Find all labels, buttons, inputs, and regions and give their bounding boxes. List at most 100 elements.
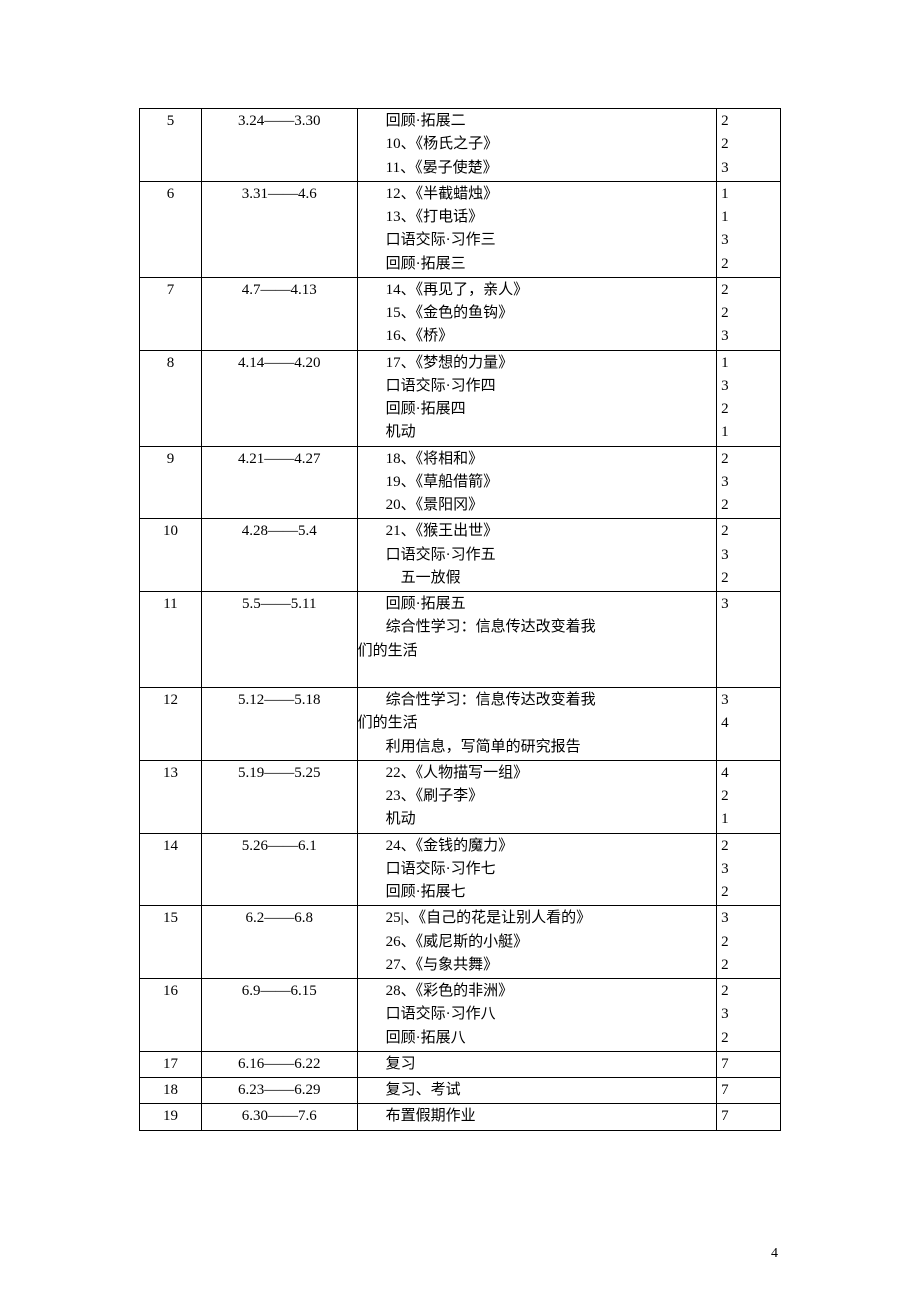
hour-line: 2	[721, 253, 780, 276]
table-row: 63.31——4.612、《半截蜡烛》13、《打电话》口语交际·习作三回顾·拓展…	[140, 181, 781, 277]
table-row: 115.5——5.11回顾·拓展五综合性学习：信息传达改变着我们的生活 3	[140, 592, 781, 688]
table-row: 125.12——5.18综合性学习：信息传达改变着我们的生活利用信息，写简单的研…	[140, 688, 781, 761]
hour-line: 3	[721, 157, 780, 180]
content-cell: 14、《再见了，亲人》15、《金色的鱼钩》16、《桥》	[357, 277, 716, 350]
content-line: 五一放假	[358, 567, 716, 590]
hours-cell: 232	[717, 519, 781, 592]
hour-line: 3	[721, 907, 780, 930]
hour-line: 2	[721, 567, 780, 590]
hours-cell: 232	[717, 446, 781, 519]
week-cell: 15	[140, 906, 202, 979]
content-line: 回顾·拓展八	[358, 1027, 716, 1050]
content-cell: 回顾·拓展五综合性学习：信息传达改变着我们的生活	[357, 592, 716, 688]
content-line: 17、《梦想的力量》	[358, 352, 716, 375]
content-cell: 28、《彩色的非洲》口语交际·习作八回顾·拓展八	[357, 979, 716, 1052]
week-cell: 17	[140, 1051, 202, 1077]
week-cell: 19	[140, 1104, 202, 1130]
date-cell: 6.2——6.8	[201, 906, 357, 979]
hours-cell: 421	[717, 760, 781, 833]
content-line: 口语交际·习作四	[358, 375, 716, 398]
week-cell: 9	[140, 446, 202, 519]
hour-line: 3	[721, 689, 780, 712]
hour-line: 4	[721, 762, 780, 785]
hour-line: 1	[721, 206, 780, 229]
date-cell: 6.9——6.15	[201, 979, 357, 1052]
table-row: 84.14——4.2017、《梦想的力量》口语交际·习作四回顾·拓展四机动132…	[140, 350, 781, 446]
table-row: 53.24——3.30回顾·拓展二10、《杨氏之子》11、《晏子使楚》223	[140, 109, 781, 182]
hour-line: 2	[721, 931, 780, 954]
hour-line: 2	[721, 980, 780, 1003]
week-cell: 13	[140, 760, 202, 833]
content-line: 21、《猴王出世》	[358, 520, 716, 543]
table-row: 135.19——5.2522、《人物描写一组》23、《刷子李》机动421	[140, 760, 781, 833]
table-body: 53.24——3.30回顾·拓展二10、《杨氏之子》11、《晏子使楚》22363…	[140, 109, 781, 1131]
table-row: 94.21——4.2718、《将相和》19、《草船借箭》20、《景阳冈》232	[140, 446, 781, 519]
date-cell: 4.28——5.4	[201, 519, 357, 592]
week-cell: 16	[140, 979, 202, 1052]
content-line: 10、《杨氏之子》	[358, 133, 716, 156]
content-line: 们的生活	[358, 640, 716, 663]
date-cell: 5.12——5.18	[201, 688, 357, 761]
week-cell: 5	[140, 109, 202, 182]
hour-line: 2	[721, 448, 780, 471]
content-line: 口语交际·习作三	[358, 229, 716, 252]
week-cell: 8	[140, 350, 202, 446]
hours-cell: 1321	[717, 350, 781, 446]
hour-line: 3	[721, 593, 780, 616]
content-cell: 25|、《自己的花是让别人看的》26、《威尼斯的小艇》27、《与象共舞》	[357, 906, 716, 979]
table-row: 166.9——6.1528、《彩色的非洲》口语交际·习作八回顾·拓展八232	[140, 979, 781, 1052]
content-line: 综合性学习：信息传达改变着我	[358, 689, 716, 712]
content-line: 25|、《自己的花是让别人看的》	[358, 907, 716, 930]
content-line: 12、《半截蜡烛》	[358, 183, 716, 206]
content-line: 口语交际·习作七	[358, 858, 716, 881]
content-line: 24、《金钱的魔力》	[358, 835, 716, 858]
content-line: 14、《再见了，亲人》	[358, 279, 716, 302]
date-cell: 6.23——6.29	[201, 1078, 357, 1104]
content-line: 机动	[358, 421, 716, 444]
hour-line: 2	[721, 835, 780, 858]
content-line: 回顾·拓展四	[358, 398, 716, 421]
content-line	[358, 663, 716, 686]
hour-line: 2	[721, 785, 780, 808]
hour-line: 3	[721, 375, 780, 398]
content-line: 22、《人物描写一组》	[358, 762, 716, 785]
date-cell: 5.19——5.25	[201, 760, 357, 833]
table-row: 156.2——6.825|、《自己的花是让别人看的》26、《威尼斯的小艇》27、…	[140, 906, 781, 979]
table-row: 74.7——4.1314、《再见了，亲人》15、《金色的鱼钩》16、《桥》223	[140, 277, 781, 350]
hour-line: 1	[721, 183, 780, 206]
hours-cell: 7	[717, 1078, 781, 1104]
table-row: 176.16——6.22复习7	[140, 1051, 781, 1077]
week-cell: 6	[140, 181, 202, 277]
hour-line: 2	[721, 133, 780, 156]
content-line: 口语交际·习作五	[358, 544, 716, 567]
hour-line: 2	[721, 881, 780, 904]
hour-line: 1	[721, 808, 780, 831]
content-line: 15、《金色的鱼钩》	[358, 302, 716, 325]
content-line: 综合性学习：信息传达改变着我	[358, 616, 716, 639]
content-line: 18、《将相和》	[358, 448, 716, 471]
hour-line: 1	[721, 421, 780, 444]
hours-cell: 322	[717, 906, 781, 979]
hours-cell: 223	[717, 109, 781, 182]
content-line: 回顾·拓展二	[358, 110, 716, 133]
content-line: 复习、考试	[358, 1079, 716, 1102]
hour-line: 2	[721, 398, 780, 421]
hours-cell: 3	[717, 592, 781, 688]
hours-cell: 232	[717, 979, 781, 1052]
schedule-table: 53.24——3.30回顾·拓展二10、《杨氏之子》11、《晏子使楚》22363…	[139, 108, 781, 1131]
hour-line: 1	[721, 352, 780, 375]
hours-cell: 1132	[717, 181, 781, 277]
content-cell: 12、《半截蜡烛》13、《打电话》口语交际·习作三回顾·拓展三	[357, 181, 716, 277]
hour-line: 2	[721, 954, 780, 977]
content-line: 27、《与象共舞》	[358, 954, 716, 977]
hour-line: 2	[721, 520, 780, 543]
date-cell: 5.26——6.1	[201, 833, 357, 906]
page-container: 53.24——3.30回顾·拓展二10、《杨氏之子》11、《晏子使楚》22363…	[0, 0, 920, 1131]
date-cell: 5.5——5.11	[201, 592, 357, 688]
hour-line: 3	[721, 325, 780, 348]
hour-line: 7	[721, 1053, 780, 1076]
content-line: 回顾·拓展七	[358, 881, 716, 904]
date-cell: 4.21——4.27	[201, 446, 357, 519]
week-cell: 10	[140, 519, 202, 592]
content-line: 28、《彩色的非洲》	[358, 980, 716, 1003]
